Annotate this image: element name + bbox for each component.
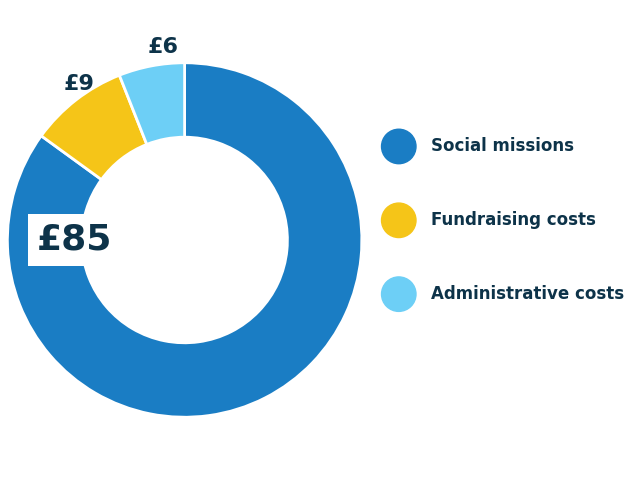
Text: £85: £85 — [37, 223, 113, 257]
Text: Administrative costs: Administrative costs — [431, 285, 624, 303]
Circle shape — [381, 277, 416, 312]
Wedge shape — [120, 63, 184, 144]
Text: £9: £9 — [64, 74, 95, 95]
Text: Fundraising costs: Fundraising costs — [431, 211, 596, 229]
Wedge shape — [8, 63, 362, 417]
Text: Social missions: Social missions — [431, 137, 574, 156]
Wedge shape — [41, 75, 147, 180]
Circle shape — [381, 203, 416, 238]
Text: £6: £6 — [148, 36, 179, 57]
Circle shape — [381, 129, 416, 164]
